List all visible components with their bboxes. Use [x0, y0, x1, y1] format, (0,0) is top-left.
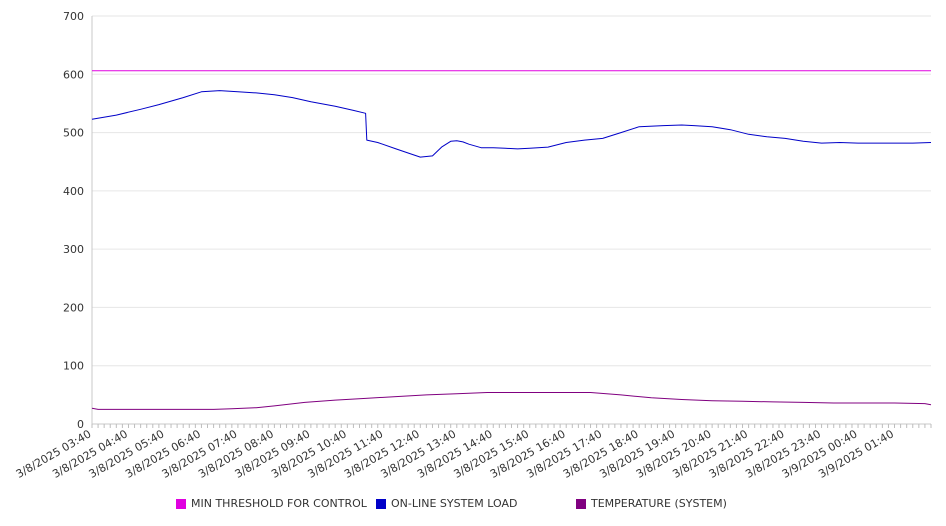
series-line-2: [91, 392, 932, 410]
y-tick-label: 700: [63, 10, 84, 23]
legend-swatch-temperature: [576, 498, 586, 509]
y-tick-label: 600: [63, 68, 84, 81]
y-tick-label: 200: [63, 301, 84, 314]
legend-label-temperature: TEMPERATURE (SYSTEM): [591, 497, 727, 510]
legend-swatch-system-load: [376, 498, 386, 509]
legend-item-temperature[interactable]: TEMPERATURE (SYSTEM): [576, 497, 727, 510]
y-tick-label: 300: [63, 243, 84, 256]
legend-swatch-threshold: [176, 498, 186, 509]
legend-label-threshold: MIN THRESHOLD FOR CONTROL: [191, 497, 367, 510]
y-tick-label: 400: [63, 185, 84, 198]
y-tick-label: 100: [63, 360, 84, 373]
legend-item-system-load[interactable]: ON-LINE SYSTEM LOAD: [376, 497, 517, 510]
legend-label-system-load: ON-LINE SYSTEM LOAD: [391, 497, 518, 510]
legend: MIN THRESHOLD FOR CONTROL ON-LINE SYSTEM…: [0, 497, 946, 515]
legend-item-threshold[interactable]: MIN THRESHOLD FOR CONTROL: [176, 497, 367, 510]
series-line-1: [91, 90, 932, 158]
y-tick-label: 0: [77, 418, 84, 431]
y-tick-label: 500: [63, 127, 84, 140]
